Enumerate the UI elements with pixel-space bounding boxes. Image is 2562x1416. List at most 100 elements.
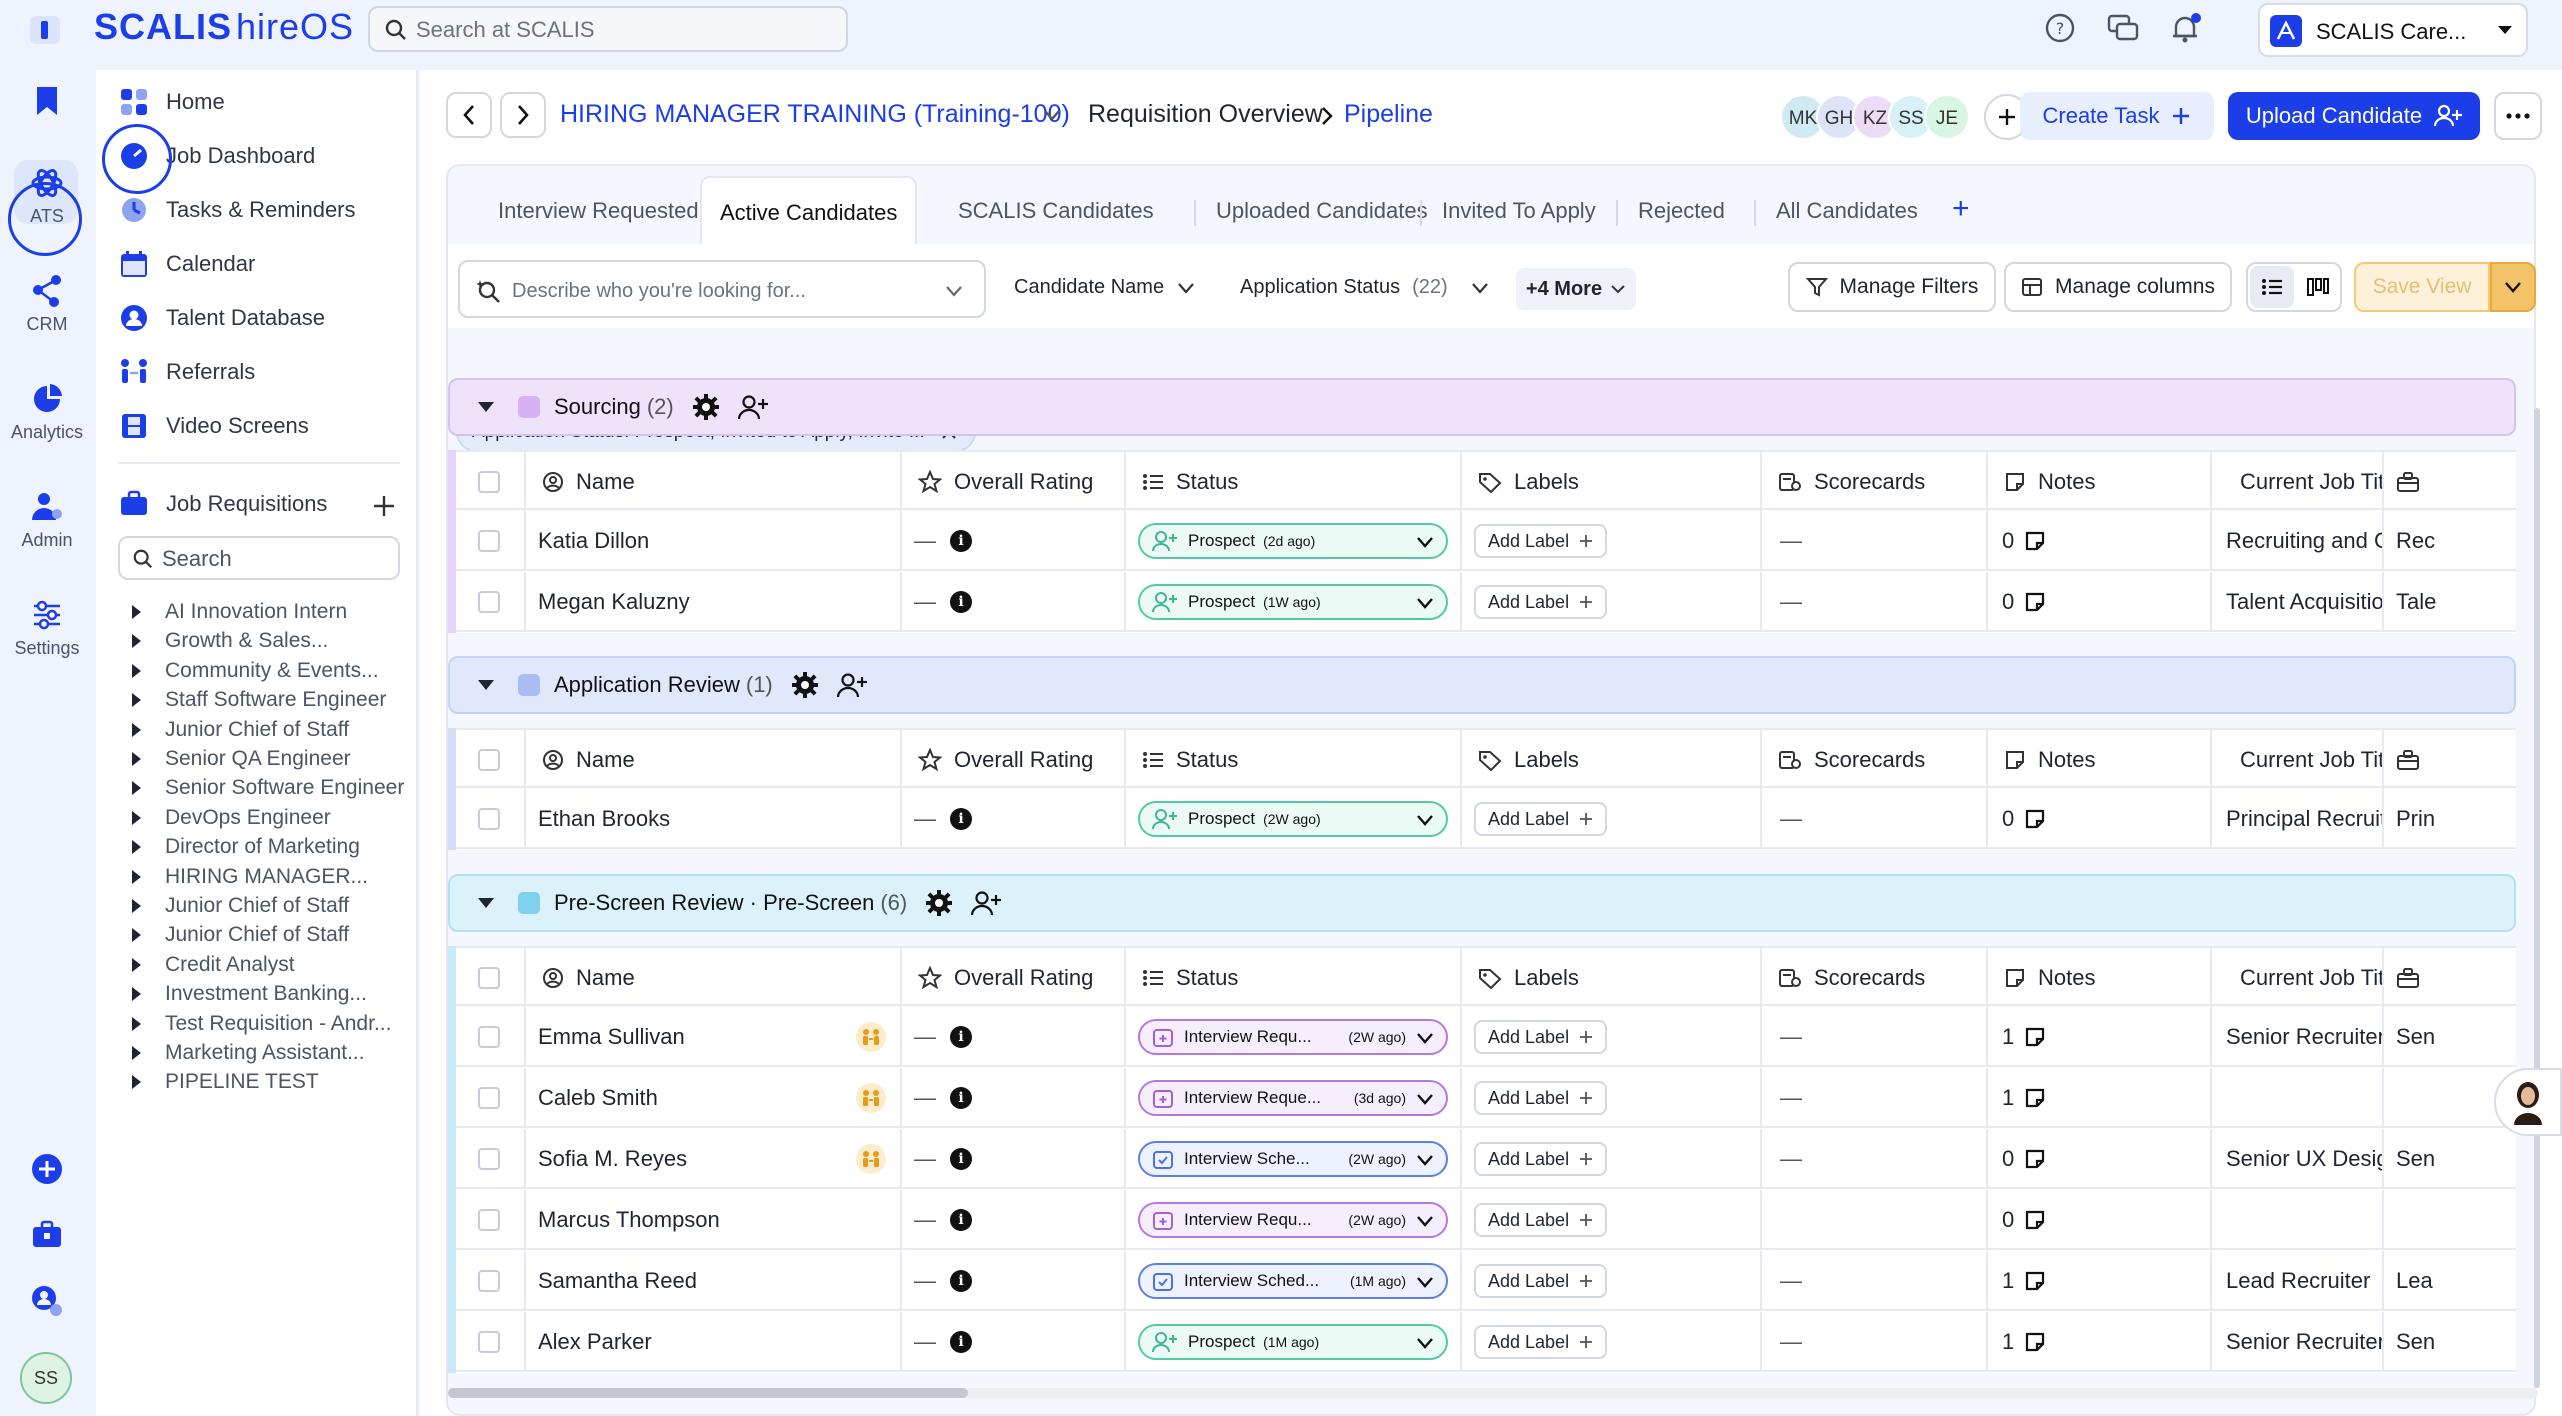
notes-cell[interactable]: 0 bbox=[1988, 1190, 2212, 1250]
bell-icon[interactable] bbox=[2168, 12, 2202, 46]
info-icon[interactable]: i bbox=[950, 530, 972, 552]
requisition-item[interactable]: Investment Banking... bbox=[132, 978, 367, 1010]
candidate-name[interactable]: Ethan Brooks bbox=[538, 806, 671, 831]
row-checkbox[interactable] bbox=[478, 1209, 500, 1231]
column-header[interactable]: Current Job Title bbox=[2212, 948, 2384, 1008]
ai-search-input[interactable] bbox=[512, 278, 932, 304]
column-header[interactable]: Name bbox=[526, 948, 902, 1008]
expand-caret-icon[interactable] bbox=[132, 1046, 141, 1060]
column-header[interactable]: Labels bbox=[1462, 730, 1762, 790]
collapse-caret-icon[interactable] bbox=[478, 898, 494, 908]
name-cell[interactable]: Megan Kaluzny bbox=[526, 572, 902, 632]
stage-group-header[interactable]: Application Review (1) bbox=[448, 656, 2516, 714]
column-header[interactable]: Current Job Title bbox=[2212, 452, 2384, 512]
info-icon[interactable]: i bbox=[950, 1087, 972, 1109]
name-cell[interactable]: Samantha Reed bbox=[526, 1251, 902, 1311]
save-view-dropdown[interactable] bbox=[2490, 262, 2536, 312]
info-icon[interactable]: i bbox=[950, 1331, 972, 1353]
column-header[interactable]: Labels bbox=[1462, 452, 1762, 512]
status-dropdown[interactable]: Interview Requ... (2W ago) bbox=[1138, 1019, 1448, 1055]
user-avatar[interactable]: SS bbox=[20, 1352, 72, 1404]
breadcrumb-overview[interactable]: Requisition Overview bbox=[1088, 100, 1323, 128]
info-icon[interactable]: i bbox=[950, 1270, 972, 1292]
requisition-item[interactable]: Credit Analyst bbox=[132, 949, 295, 981]
expand-caret-icon[interactable] bbox=[132, 693, 141, 708]
horizontal-scrollbar[interactable] bbox=[448, 1388, 968, 1398]
column-header[interactable]: Notes bbox=[1988, 948, 2212, 1008]
column-header[interactable]: Scorecards bbox=[1762, 730, 1988, 790]
chat-icon[interactable] bbox=[2106, 12, 2140, 44]
expand-caret-icon[interactable] bbox=[132, 869, 141, 884]
name-cell[interactable]: Emma Sullivan bbox=[526, 1007, 902, 1067]
stage-add-candidate-button[interactable] bbox=[737, 394, 768, 420]
stage-settings-button[interactable] bbox=[692, 393, 720, 421]
candidate-row[interactable]: Ethan Brooks — i Prospect (2W ago) Add Label —… bbox=[456, 789, 2516, 849]
add-label-button[interactable]: Add Label bbox=[1474, 585, 1608, 619]
expand-caret-icon[interactable] bbox=[132, 1016, 141, 1031]
more-filters-button[interactable]: +4 More bbox=[1516, 268, 1636, 310]
add-label-button[interactable]: Add Label bbox=[1474, 1325, 1608, 1359]
notes-cell[interactable]: 1 bbox=[1988, 1068, 2212, 1128]
requisition-item[interactable]: Junior Chief of Staff bbox=[132, 714, 349, 746]
candidate-row[interactable]: Marcus Thompson — i Interview Requ... (2W ag… bbox=[456, 1190, 2516, 1250]
notes-cell[interactable]: 0 bbox=[1988, 789, 2212, 849]
column-header[interactable]: Name bbox=[526, 452, 902, 512]
team-avatar[interactable]: JE bbox=[1924, 94, 1970, 140]
candidate-name[interactable]: Caleb Smith bbox=[538, 1085, 658, 1110]
application-status-filter[interactable]: Application Status (22) bbox=[1240, 276, 1490, 299]
team-avatar[interactable]: SS bbox=[1888, 94, 1934, 140]
row-checkbox[interactable] bbox=[478, 530, 500, 552]
notes-cell[interactable]: 1 bbox=[1988, 1007, 2212, 1067]
status-dropdown[interactable]: Interview Sche... (2W ago) bbox=[1138, 1141, 1448, 1177]
notes-cell[interactable]: 0 bbox=[1988, 572, 2212, 632]
requisition-title-link[interactable]: HIRING MANAGER TRAINING (Training-100) bbox=[560, 100, 1070, 128]
rail-item-bookmarks[interactable] bbox=[0, 84, 94, 124]
add-circle-icon[interactable] bbox=[30, 1152, 64, 1186]
row-checkbox[interactable] bbox=[478, 1331, 500, 1353]
nav-item-talent-database[interactable]: Talent Database bbox=[118, 298, 325, 338]
tab-all-candidates[interactable]: All Candidates bbox=[1776, 198, 1918, 223]
row-checkbox[interactable] bbox=[478, 1148, 500, 1170]
column-header[interactable]: Status bbox=[1126, 730, 1462, 790]
tab-invited-to-apply[interactable]: Invited To Apply bbox=[1442, 198, 1596, 223]
app-logo[interactable]: SCALIS hireOS bbox=[94, 6, 354, 48]
status-dropdown[interactable]: Prospect (1W ago) bbox=[1138, 584, 1448, 620]
column-header[interactable] bbox=[2384, 452, 2516, 512]
name-cell[interactable]: Katia Dillon bbox=[526, 511, 902, 571]
collapse-caret-icon[interactable] bbox=[478, 680, 494, 690]
breadcrumb-pipeline[interactable]: Pipeline bbox=[1344, 100, 1433, 128]
job-requisitions-header[interactable]: Job Requisitions bbox=[118, 484, 327, 524]
requisition-item[interactable]: Junior Chief of Staff bbox=[132, 919, 349, 951]
status-dropdown[interactable]: Prospect (2d ago) bbox=[1138, 523, 1448, 559]
expand-caret-icon[interactable] bbox=[132, 840, 141, 855]
chevron-down-icon[interactable] bbox=[1042, 108, 1062, 122]
requisition-item[interactable]: Marketing Assistant... bbox=[132, 1037, 365, 1069]
column-header[interactable]: Overall Rating bbox=[902, 452, 1126, 512]
status-dropdown[interactable]: Interview Requ... (2W ago) bbox=[1138, 1202, 1448, 1238]
requisition-item[interactable]: DevOps Engineer bbox=[132, 802, 331, 834]
nav-item-home[interactable]: Home bbox=[118, 82, 225, 122]
nav-item-tasks[interactable]: Tasks & Reminders bbox=[118, 190, 356, 230]
ai-search[interactable] bbox=[458, 260, 986, 318]
stage-add-candidate-button[interactable] bbox=[836, 672, 867, 698]
team-avatar[interactable]: KZ bbox=[1852, 94, 1898, 140]
candidate-name[interactable]: Sofia M. Reyes bbox=[538, 1146, 688, 1171]
name-cell[interactable]: Alex Parker bbox=[526, 1312, 902, 1372]
expand-caret-icon[interactable] bbox=[132, 605, 141, 619]
row-checkbox[interactable] bbox=[478, 591, 500, 613]
stage-group-header[interactable]: Sourcing (2) bbox=[448, 378, 2516, 436]
vertical-scrollbar[interactable] bbox=[2534, 408, 2540, 1388]
column-header[interactable] bbox=[2384, 948, 2516, 1008]
column-header[interactable]: Scorecards bbox=[1762, 948, 1988, 1008]
expand-caret-icon[interactable] bbox=[132, 752, 141, 766]
tab-active-candidates[interactable]: Active Candidates bbox=[700, 176, 918, 244]
create-task-button[interactable]: Create Task bbox=[2020, 92, 2214, 140]
status-dropdown[interactable]: Interview Reque... (3d ago) bbox=[1138, 1080, 1448, 1116]
status-dropdown[interactable]: Prospect (1M ago) bbox=[1138, 1324, 1448, 1360]
upload-candidate-button[interactable]: Upload Candidate bbox=[2228, 92, 2480, 140]
requisition-item[interactable]: Junior Chief of Staff bbox=[132, 890, 349, 922]
candidate-name[interactable]: Megan Kaluzny bbox=[538, 589, 690, 614]
add-tab-button[interactable]: + bbox=[1952, 192, 1970, 225]
column-header[interactable]: Notes bbox=[1988, 730, 2212, 790]
requisition-item[interactable]: HIRING MANAGER... bbox=[132, 861, 368, 893]
